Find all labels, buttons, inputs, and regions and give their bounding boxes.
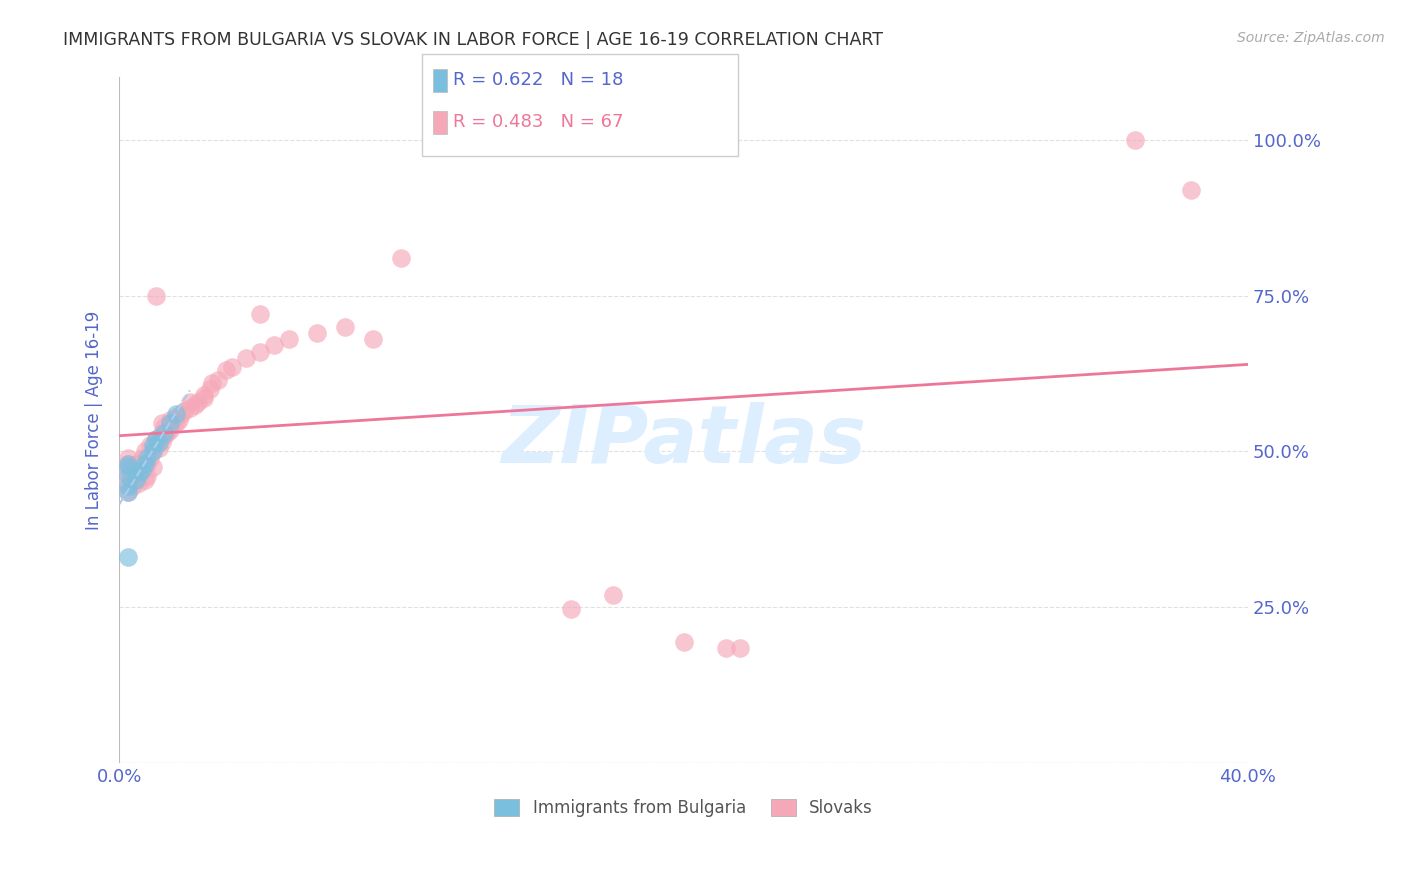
Point — [167, 413, 190, 427]
Point — [153, 425, 176, 440]
Point — [165, 410, 187, 425]
Point — [305, 326, 328, 340]
Point — [193, 388, 215, 402]
Point — [117, 485, 139, 500]
Point — [170, 407, 193, 421]
Point — [120, 469, 142, 483]
Text: ZIPatlas: ZIPatlas — [501, 402, 866, 480]
Point — [122, 479, 145, 493]
Point — [142, 438, 165, 452]
Point — [153, 419, 176, 434]
Text: R = 0.483   N = 67: R = 0.483 N = 67 — [453, 113, 623, 131]
Point — [125, 473, 148, 487]
Point — [125, 457, 148, 471]
Point — [125, 463, 148, 477]
Point — [131, 463, 153, 477]
Point — [150, 435, 173, 450]
Point — [198, 382, 221, 396]
Point — [714, 640, 737, 655]
Point — [162, 417, 184, 431]
Point — [184, 398, 207, 412]
Point — [1123, 133, 1146, 147]
Point — [150, 425, 173, 440]
Point — [1180, 183, 1202, 197]
Point — [134, 473, 156, 487]
Point — [249, 344, 271, 359]
Point — [142, 444, 165, 458]
Point — [235, 351, 257, 365]
Point — [156, 425, 179, 440]
Point — [145, 432, 167, 446]
Point — [117, 469, 139, 483]
Point — [391, 251, 413, 265]
Point — [128, 467, 150, 481]
Point — [136, 450, 159, 465]
Point — [179, 394, 201, 409]
Point — [249, 307, 271, 321]
Point — [117, 457, 139, 471]
Point — [150, 417, 173, 431]
Point — [145, 288, 167, 302]
Y-axis label: In Labor Force | Age 16-19: In Labor Force | Age 16-19 — [86, 310, 103, 530]
Point — [128, 475, 150, 490]
Point — [728, 640, 751, 655]
Point — [159, 413, 181, 427]
Point — [148, 442, 170, 456]
Legend: Immigrants from Bulgaria, Slovaks: Immigrants from Bulgaria, Slovaks — [488, 792, 880, 823]
Point — [165, 417, 187, 431]
Point — [142, 460, 165, 475]
Text: IMMIGRANTS FROM BULGARIA VS SLOVAK IN LABOR FORCE | AGE 16-19 CORRELATION CHART: IMMIGRANTS FROM BULGARIA VS SLOVAK IN LA… — [63, 31, 883, 49]
Point — [153, 429, 176, 443]
Point — [128, 469, 150, 483]
Point — [117, 479, 139, 493]
Point — [131, 460, 153, 475]
Point — [117, 550, 139, 565]
Point — [173, 404, 195, 418]
Point — [263, 338, 285, 352]
Point — [159, 417, 181, 431]
Point — [672, 634, 695, 648]
Point — [117, 460, 139, 475]
Point — [136, 469, 159, 483]
Text: R = 0.622   N = 18: R = 0.622 N = 18 — [453, 71, 623, 89]
Point — [333, 319, 356, 334]
Point — [139, 450, 162, 465]
Point — [187, 394, 209, 409]
Point — [215, 363, 238, 377]
Point — [134, 457, 156, 471]
Point — [361, 332, 384, 346]
Point — [117, 467, 139, 481]
Point — [131, 450, 153, 465]
Point — [221, 360, 243, 375]
Point — [148, 435, 170, 450]
Point — [277, 332, 299, 346]
Point — [159, 423, 181, 437]
Point — [207, 373, 229, 387]
Text: Source: ZipAtlas.com: Source: ZipAtlas.com — [1237, 31, 1385, 45]
Point — [117, 457, 139, 471]
Point — [142, 444, 165, 458]
Point — [117, 475, 139, 490]
Point — [117, 485, 139, 500]
Point — [165, 407, 187, 421]
Point — [560, 601, 582, 615]
Point — [136, 457, 159, 471]
Point — [145, 438, 167, 452]
Point — [139, 438, 162, 452]
Point — [122, 473, 145, 487]
Point — [117, 450, 139, 465]
Point — [201, 376, 224, 390]
Point — [193, 392, 215, 406]
Point — [179, 401, 201, 415]
Point — [134, 444, 156, 458]
Point — [602, 588, 624, 602]
Point — [145, 432, 167, 446]
